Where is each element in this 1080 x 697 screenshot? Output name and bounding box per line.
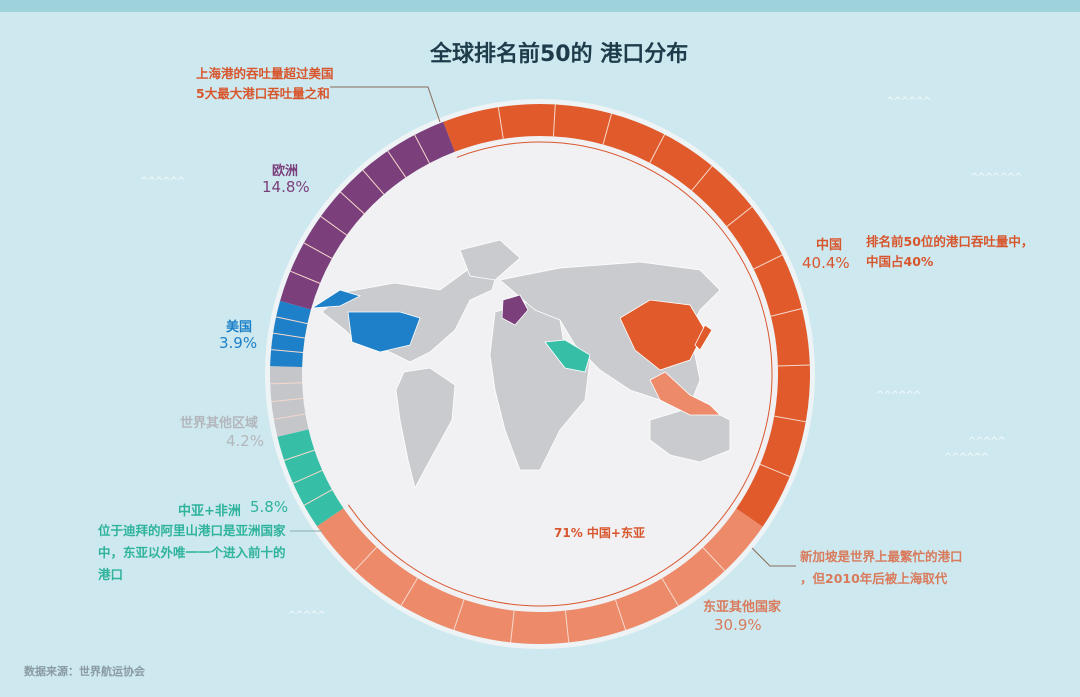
slice-divider: [354, 546, 378, 571]
top-band: [0, 0, 1080, 12]
japan-shape: [694, 324, 713, 351]
slice-divider: [284, 449, 315, 461]
slice-divider: [614, 599, 627, 631]
eurasia-shape: [499, 261, 721, 406]
slice-divider: [320, 216, 348, 236]
slice-divider: [453, 599, 465, 631]
slice-divider: [303, 489, 333, 506]
slice-divider: [414, 134, 430, 164]
donut-slice-1: [317, 508, 763, 644]
usa-shape: [347, 311, 421, 353]
annotation-dubai: 位于迪拜的阿里山港口是亚洲国家 中，东亚以外唯一一个进入前十的 港口: [98, 520, 286, 586]
slice-divider: [770, 308, 803, 317]
annotation-line: 中，东亚以外唯一一个进入前十的: [98, 545, 286, 560]
leader-shanghai: [330, 86, 441, 123]
donut-slice-2: [277, 429, 344, 527]
label-east-asia-other: 东亚其他国家: [703, 600, 782, 615]
china-east-asia-arc: [347, 141, 773, 607]
slice-divider: [510, 610, 515, 643]
slice-divider: [362, 169, 385, 195]
value-china: 40.4%: [802, 254, 850, 272]
slice-divider: [270, 382, 303, 385]
middle-east-shape: [544, 339, 591, 373]
slice-divider: [691, 165, 713, 191]
slice-divider: [753, 254, 783, 270]
slice-divider: [774, 415, 806, 423]
wave-decoration: ^^^^^: [968, 436, 1006, 447]
wave-decoration: ^^^^^^: [876, 390, 921, 401]
slice-divider: [602, 113, 613, 145]
label-europe: 欧洲: [272, 164, 299, 179]
annotation-line: 中国占40%: [866, 254, 934, 269]
wave-decoration: ^^^^^^: [944, 452, 989, 463]
wave-decoration: ^^^^^: [288, 610, 326, 621]
europe-ports-shape: [501, 294, 529, 326]
annotation-line: 排名前50位的港口吞吐量中，: [866, 234, 1034, 249]
slice-divider: [387, 150, 407, 178]
annotation-shanghai: 上海港的吞吐量超过美国 5大最大港口吞吐量之和: [196, 64, 334, 104]
slice-divider: [759, 463, 790, 478]
slice-divider: [661, 578, 679, 607]
leader-singapore: [751, 547, 796, 567]
value-usa: 3.9%: [219, 334, 258, 352]
slice-divider: [564, 610, 570, 643]
slice-divider: [340, 191, 365, 215]
south-america-shape: [395, 367, 456, 490]
value-east-asia-other: 30.9%: [714, 616, 762, 634]
donut-slice-0: [443, 104, 810, 527]
wave-decoration: ^^^^^^: [140, 176, 185, 187]
label-usa: 美国: [226, 320, 253, 335]
slice-divider: [273, 413, 306, 420]
slice-divider: [649, 134, 666, 164]
annotation-line: ，但2010年后被上海取代: [800, 571, 948, 586]
wave-decoration: ^^^^^^^: [970, 172, 1023, 183]
value-europe: 14.8%: [262, 178, 310, 196]
label-rest-of-world: 世界其他区域: [180, 416, 259, 431]
slice-divider: [290, 270, 321, 284]
slice-divider: [271, 349, 304, 353]
value-central-asia-africa: 5.8%: [250, 498, 289, 516]
combined-annotation: 71% 中国+东亚: [554, 526, 645, 540]
slice-divider: [273, 332, 305, 339]
southeast-asia-shape: [649, 371, 721, 416]
slice-divider: [303, 242, 333, 259]
greenland-shape: [459, 239, 521, 281]
slice-divider: [702, 547, 726, 572]
annotation-line: 位于迪拜的阿里山港口是亚洲国家: [98, 523, 286, 538]
slice-divider: [400, 577, 418, 606]
slice-divider: [276, 316, 308, 325]
wave-decoration: ^^^^^^: [886, 96, 931, 107]
slice-divider: [552, 104, 556, 137]
annotation-singapore: 新加坡是世界上最繁忙的港口 ，但2010年后被上海取代: [800, 546, 963, 590]
annotation-line: 上海港的吞吐量超过美国: [196, 66, 334, 81]
donut-slice-5: [280, 121, 455, 310]
label-central-asia-africa: 中亚+非洲: [178, 504, 241, 519]
data-source: 数据来源：世界航运协会: [24, 665, 145, 678]
annotation-line: 新加坡是世界上最繁忙的港口: [800, 549, 963, 564]
slice-divider: [726, 206, 753, 227]
slice-divider: [777, 364, 810, 367]
annotation-line: 5大最大港口吞吐量之和: [196, 86, 330, 101]
alaska-shape: [311, 289, 362, 309]
slice-divider: [271, 397, 304, 403]
value-rest-of-world: 4.2%: [226, 432, 265, 450]
label-china: 中国: [816, 238, 843, 253]
slice-divider: [497, 107, 504, 139]
slice-divider: [292, 469, 323, 484]
chart-title: 全球排名前50的 港口分布: [430, 42, 689, 67]
annotation-line: 港口: [98, 567, 124, 582]
annotation-china: 排名前50位的港口吞吐量中， 中国占40%: [866, 232, 1033, 272]
